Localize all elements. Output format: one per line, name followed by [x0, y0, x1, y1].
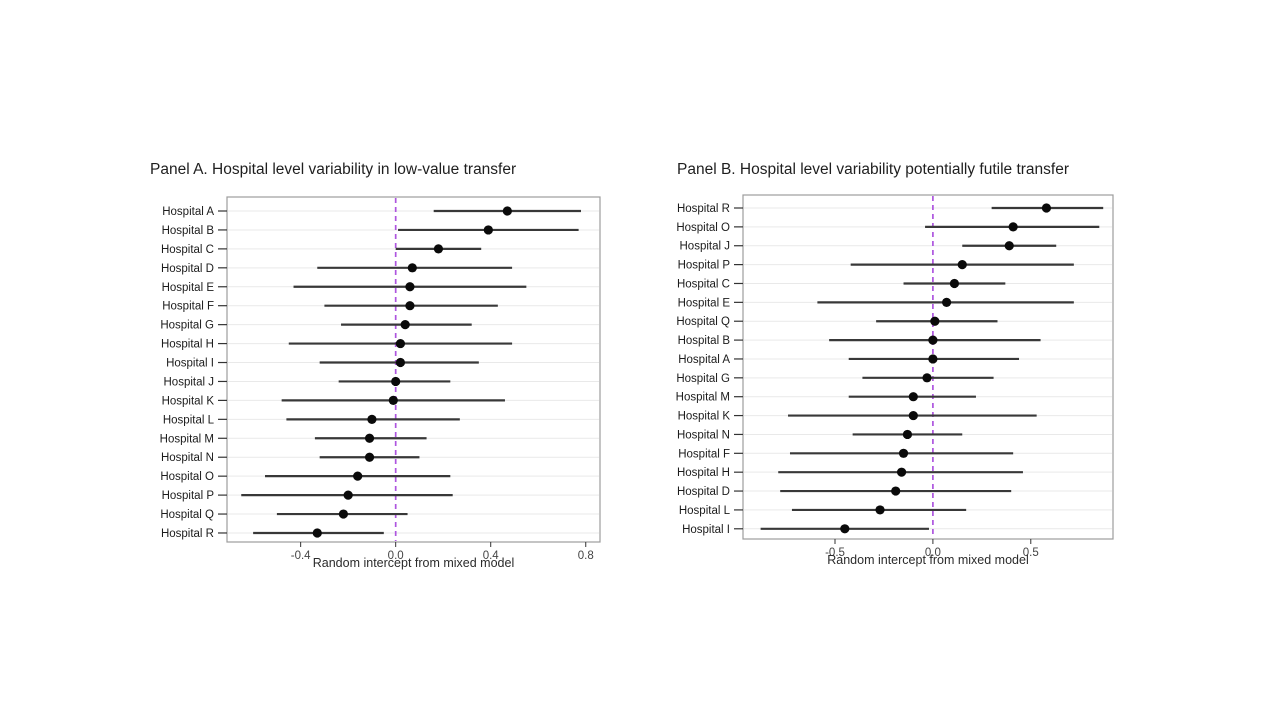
estimate-point — [405, 282, 415, 292]
y-category-label: Hospital H — [161, 339, 214, 351]
estimate-point — [922, 373, 932, 383]
estimate-point — [902, 429, 913, 440]
y-category-label: Hospital K — [678, 411, 731, 423]
estimate-point — [395, 357, 406, 368]
y-category-label: Hospital L — [679, 505, 731, 517]
y-category-label: Hospital E — [678, 297, 731, 309]
estimate-point — [407, 263, 417, 273]
estimate-point — [405, 301, 415, 311]
y-category-label: Hospital E — [162, 282, 215, 294]
x-tick-label: -0.5 — [825, 547, 845, 559]
panel-b-x-axis-label: Random intercept from mixed model — [827, 553, 1029, 567]
panel-b-title: Panel B. Hospital level variability pote… — [677, 161, 1069, 178]
estimate-point — [928, 335, 938, 345]
plot-area — [742, 194, 1114, 540]
estimate-point — [1004, 241, 1014, 251]
y-category-label: Hospital I — [682, 524, 730, 536]
panel-a: -0.4 0.0 0.4 0.8 Hospital A Hospital B Hospita… — [160, 196, 601, 562]
estimate-point — [908, 410, 918, 421]
estimate-point — [391, 376, 401, 387]
estimate-point — [312, 528, 322, 538]
y-category-label: Hospital P — [678, 260, 731, 272]
y-category-label: Hospital D — [161, 263, 214, 275]
y-category-label: Hospital H — [677, 467, 730, 479]
estimate-point — [898, 448, 909, 458]
y-category-label: Hospital M — [676, 392, 730, 404]
estimate-point — [388, 395, 398, 405]
y-category-label: Hospital M — [160, 433, 214, 445]
y-category-label: Hospital R — [677, 203, 730, 215]
estimate-point — [957, 260, 967, 270]
x-tick-label: 0.0 — [388, 550, 404, 562]
y-category-label: Hospital J — [680, 241, 731, 253]
estimate-point — [891, 486, 901, 496]
y-category-label: Hospital A — [162, 206, 214, 218]
y-category-label: Hospital L — [163, 414, 215, 426]
estimate-point — [1008, 222, 1018, 232]
estimate-point — [840, 524, 850, 534]
x-tick-label: 0.0 — [925, 547, 941, 559]
y-category-label: Hospital O — [160, 471, 214, 483]
estimate-point — [364, 452, 375, 462]
panel-a-x-axis-label: Random intercept from mixed model — [312, 556, 515, 570]
x-tick-label: 0.8 — [578, 550, 594, 562]
estimate-point — [364, 433, 375, 443]
y-category-label: Hospital G — [160, 320, 214, 332]
estimate-point — [400, 320, 410, 330]
estimate-point — [930, 316, 940, 326]
x-tick-label: -0.4 — [291, 550, 311, 562]
y-category-label: Hospital K — [162, 395, 215, 407]
estimate-point — [433, 244, 444, 254]
y-category-label: Hospital G — [676, 373, 730, 385]
estimate-point — [395, 338, 406, 349]
estimate-point — [502, 206, 512, 216]
estimate-point — [949, 278, 960, 289]
estimate-point — [343, 490, 353, 500]
estimate-point — [353, 471, 363, 481]
y-category-label: Hospital N — [161, 452, 214, 464]
y-category-label: Hospital Q — [160, 509, 214, 521]
x-tick-label: 0.4 — [483, 550, 500, 562]
plot-area — [226, 196, 601, 543]
estimate-point — [1041, 203, 1052, 213]
y-category-label: Hospital O — [676, 222, 730, 234]
y-category-label: Hospital J — [164, 376, 215, 388]
y-category-label: Hospital F — [162, 301, 214, 313]
y-category-label: Hospital F — [678, 448, 730, 460]
estimate-point — [483, 225, 493, 235]
y-category-label: Hospital C — [677, 278, 730, 290]
y-category-label: Hospital C — [161, 244, 214, 256]
y-category-label: Hospital D — [677, 486, 730, 498]
y-category-label: Hospital B — [678, 335, 731, 347]
panel-b: -0.5 0.0 0.5 Hospital R Hospital O Hospital J… — [676, 194, 1114, 559]
x-tick-label: 0.5 — [1023, 547, 1039, 559]
y-category-label: Hospital Q — [676, 316, 730, 328]
y-category-label: Hospital B — [162, 225, 215, 237]
y-category-label: Hospital R — [161, 528, 214, 540]
y-category-label: Hospital I — [166, 358, 214, 370]
panel-a-title: Panel A. Hospital level variability in l… — [150, 161, 517, 178]
estimate-point — [338, 509, 349, 519]
estimate-point — [875, 505, 885, 515]
y-category-label: Hospital N — [677, 429, 730, 441]
estimate-point — [367, 414, 377, 424]
estimate-point — [928, 354, 938, 364]
y-category-label: Hospital A — [678, 354, 730, 366]
y-category-label: Hospital P — [162, 490, 215, 502]
estimate-point — [908, 392, 918, 402]
estimate-point — [941, 297, 952, 307]
estimate-point — [896, 467, 907, 477]
